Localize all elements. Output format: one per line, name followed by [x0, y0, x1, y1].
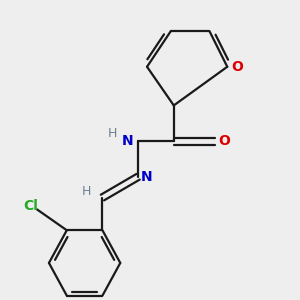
- Text: N: N: [122, 134, 134, 148]
- Text: H: H: [81, 185, 91, 198]
- Text: H: H: [108, 127, 118, 140]
- Text: O: O: [232, 60, 244, 74]
- Text: Cl: Cl: [24, 200, 38, 214]
- Text: N: N: [141, 170, 153, 184]
- Text: O: O: [218, 134, 230, 148]
